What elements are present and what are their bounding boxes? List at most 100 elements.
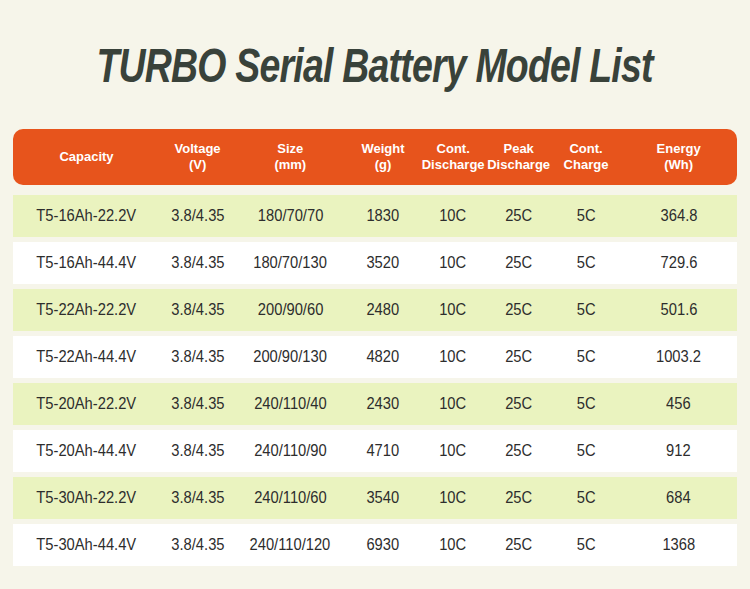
- cell-weight: 4710: [345, 442, 420, 460]
- header-cell-cont-discharge: Cont. Discharge: [421, 141, 486, 173]
- cell-capacity: T5-30Ah-44.4V: [13, 536, 160, 554]
- cell-capacity: T5-16Ah-44.4V: [13, 254, 160, 272]
- header-cell-weight: Weight (g): [345, 141, 420, 173]
- cell-peak-discharge: 25C: [486, 207, 552, 225]
- cell-capacity: T5-22Ah-22.2V: [13, 301, 160, 319]
- cell-text: 5C: [577, 254, 596, 272]
- table-row: T5-30Ah-22.2V 3.8/4.35 240/110/60 3540 1…: [13, 477, 737, 519]
- cell-text: 3.8/4.35: [171, 489, 224, 507]
- cell-text: 25C: [505, 207, 532, 225]
- cell-cont-charge: 5C: [552, 348, 621, 366]
- cell-text: T5-20Ah-22.2V: [37, 395, 137, 413]
- cell-size: 240/110/40: [235, 395, 345, 413]
- cell-text: 3.8/4.35: [171, 348, 224, 366]
- cell-peak-discharge: 25C: [486, 301, 552, 319]
- cell-text: 200/90/60: [258, 301, 323, 319]
- header-cell-cont-charge: Cont. Charge: [552, 141, 621, 173]
- cell-text: 684: [666, 489, 691, 507]
- header-label-line2: Charge: [552, 157, 621, 173]
- header-label-line1: Cont.: [552, 141, 621, 157]
- cell-peak-discharge: 25C: [486, 536, 552, 554]
- cell-voltage: 3.8/4.35: [160, 348, 235, 366]
- header-cell-energy: Energy (Wh): [620, 141, 737, 173]
- cell-text: 10C: [440, 536, 467, 554]
- cell-voltage: 3.8/4.35: [160, 207, 235, 225]
- cell-text: 5C: [577, 207, 596, 225]
- header-label-line1: Cont.: [421, 141, 486, 157]
- cell-energy: 912: [620, 442, 737, 460]
- cell-text: 25C: [505, 395, 532, 413]
- cell-text: 25C: [505, 254, 532, 272]
- cell-text: 3.8/4.35: [171, 395, 224, 413]
- title-container: TURBO Serial Battery Model List: [0, 0, 750, 96]
- cell-energy: 1003.2: [620, 348, 737, 366]
- cell-voltage: 3.8/4.35: [160, 442, 235, 460]
- cell-weight: 2430: [345, 395, 420, 413]
- cell-peak-discharge: 25C: [486, 489, 552, 507]
- header-cell-peak-discharge: Peak Discharge: [486, 141, 552, 173]
- cell-text: 3.8/4.35: [171, 536, 224, 554]
- cell-weight: 3540: [345, 489, 420, 507]
- cell-text: 364.8: [660, 207, 697, 225]
- header-cell-capacity: Capacity: [13, 149, 160, 165]
- header-label-line2: (V): [160, 157, 235, 173]
- table-row: T5-16Ah-44.4V 3.8/4.35 180/70/130 3520 1…: [13, 242, 737, 284]
- header-label-line1: Size: [235, 141, 345, 157]
- cell-energy: 501.6: [620, 301, 737, 319]
- cell-energy: 729.6: [620, 254, 737, 272]
- table-row: T5-20Ah-22.2V 3.8/4.35 240/110/40 2430 1…: [13, 383, 737, 425]
- cell-energy: 364.8: [620, 207, 737, 225]
- table-header-row: Capacity Voltage (V) Size (mm) Weight (g…: [13, 129, 737, 185]
- table-row: T5-22Ah-22.2V 3.8/4.35 200/90/60 2480 10…: [13, 289, 737, 331]
- cell-text: 10C: [440, 254, 467, 272]
- cell-voltage: 3.8/4.35: [160, 489, 235, 507]
- cell-energy: 456: [620, 395, 737, 413]
- cell-cont-charge: 5C: [552, 536, 621, 554]
- cell-text: 180/70/130: [253, 254, 327, 272]
- table-row: T5-22Ah-44.4V 3.8/4.35 200/90/130 4820 1…: [13, 336, 737, 378]
- cell-energy: 684: [620, 489, 737, 507]
- cell-text: 4710: [367, 442, 400, 460]
- cell-size: 180/70/70: [235, 207, 345, 225]
- cell-weight: 1830: [345, 207, 420, 225]
- battery-model-list-page: TURBO Serial Battery Model List Capacity…: [0, 0, 750, 589]
- cell-cont-charge: 5C: [552, 395, 621, 413]
- cell-cont-charge: 5C: [552, 207, 621, 225]
- cell-cont-discharge: 10C: [421, 536, 486, 554]
- cell-cont-charge: 5C: [552, 489, 621, 507]
- cell-capacity: T5-22Ah-44.4V: [13, 348, 160, 366]
- cell-text: T5-16Ah-44.4V: [37, 254, 137, 272]
- cell-text: 3.8/4.35: [171, 254, 224, 272]
- cell-cont-discharge: 10C: [421, 489, 486, 507]
- cell-text: 6930: [367, 536, 400, 554]
- cell-size: 240/110/90: [235, 442, 345, 460]
- table-row: T5-16Ah-22.2V 3.8/4.35 180/70/70 1830 10…: [13, 195, 737, 237]
- cell-text: 5C: [577, 301, 596, 319]
- cell-weight: 3520: [345, 254, 420, 272]
- cell-size: 180/70/130: [235, 254, 345, 272]
- cell-text: 25C: [505, 348, 532, 366]
- cell-voltage: 3.8/4.35: [160, 536, 235, 554]
- cell-text: 240/110/120: [250, 536, 331, 554]
- cell-voltage: 3.8/4.35: [160, 395, 235, 413]
- cell-weight: 2480: [345, 301, 420, 319]
- cell-energy: 1368: [620, 536, 737, 554]
- cell-text: 10C: [440, 442, 467, 460]
- cell-text: 25C: [505, 489, 532, 507]
- cell-voltage: 3.8/4.35: [160, 254, 235, 272]
- cell-weight: 4820: [345, 348, 420, 366]
- cell-text: T5-20Ah-44.4V: [37, 442, 137, 460]
- cell-text: T5-30Ah-22.2V: [37, 489, 137, 507]
- header-label-line2: Discharge: [421, 157, 486, 173]
- header-label-line1: Voltage: [160, 141, 235, 157]
- cell-text: 180/70/70: [258, 207, 323, 225]
- header-label-line2: (g): [345, 157, 420, 173]
- cell-text: 3.8/4.35: [171, 207, 224, 225]
- cell-text: 2480: [367, 301, 400, 319]
- cell-text: 3.8/4.35: [171, 442, 224, 460]
- cell-text: 10C: [440, 395, 467, 413]
- cell-text: 25C: [505, 301, 532, 319]
- header-cell-voltage: Voltage (V): [160, 141, 235, 173]
- cell-text: 729.6: [660, 254, 697, 272]
- cell-voltage: 3.8/4.35: [160, 301, 235, 319]
